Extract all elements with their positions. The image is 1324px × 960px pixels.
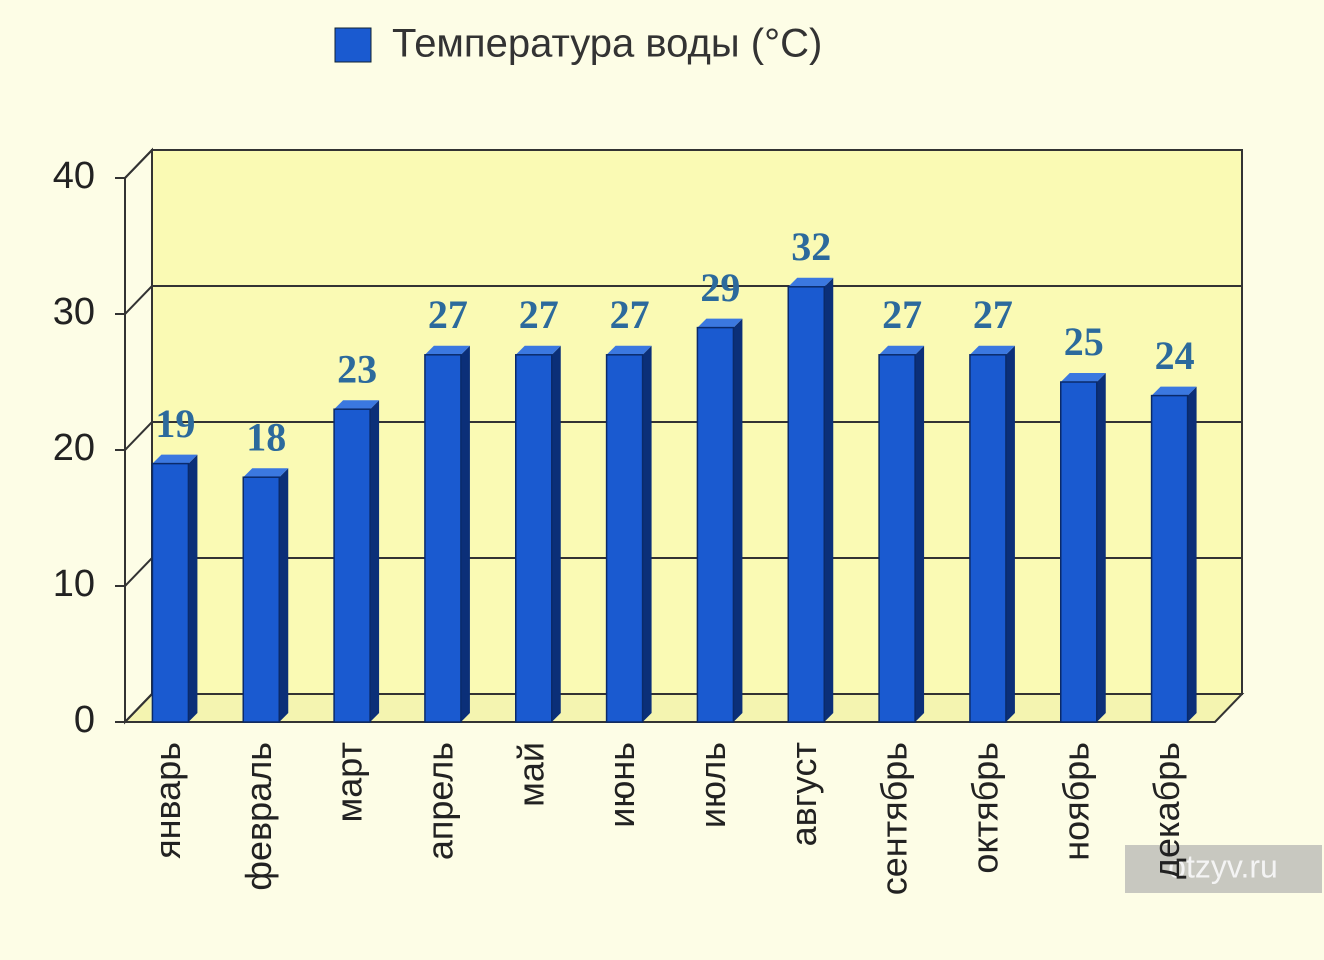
bar <box>969 345 1015 723</box>
legend-swatch <box>334 27 372 63</box>
bar-side <box>915 345 925 722</box>
bar-front <box>787 286 825 723</box>
bar-front <box>242 476 280 723</box>
bar-front <box>333 408 371 723</box>
bar-top <box>334 400 380 410</box>
bar-side <box>188 454 198 722</box>
bar <box>1060 373 1106 723</box>
bar-front <box>696 326 735 723</box>
grid-line <box>124 149 1242 179</box>
bar-front <box>515 354 553 723</box>
bar-front <box>151 462 190 723</box>
x-tick-label: февраль <box>238 742 279 891</box>
bar-side <box>1005 345 1015 722</box>
value-label: 27 <box>428 292 468 337</box>
x-tick-label: октябрь <box>964 742 1005 874</box>
value-label: 27 <box>882 292 922 337</box>
bar <box>424 345 470 723</box>
value-label: 32 <box>791 224 831 269</box>
bar-front <box>424 354 462 723</box>
y-tick-label: 40 <box>53 155 95 197</box>
bar-top <box>1060 373 1106 382</box>
bar <box>515 345 561 723</box>
bar-side <box>460 345 470 722</box>
bar-top <box>606 345 652 355</box>
value-label: 18 <box>246 414 286 459</box>
bar-top <box>152 454 198 464</box>
legend-label: Температура воды (°C) <box>392 22 822 66</box>
bar-top <box>788 277 834 287</box>
y-tick-label: 30 <box>53 291 95 333</box>
value-label: 25 <box>1064 319 1104 364</box>
bar-side <box>642 345 652 722</box>
x-tick-label: август <box>783 742 824 846</box>
x-tick-label: январь <box>147 742 188 859</box>
watermark: otzyv.ru <box>1168 848 1278 884</box>
x-tick-label: июнь <box>601 742 642 828</box>
x-tick-label: июль <box>692 742 733 828</box>
bar-front <box>605 354 644 723</box>
y-tick-label: 20 <box>53 427 95 469</box>
value-label: 24 <box>1155 333 1195 378</box>
bar-side <box>1096 373 1106 722</box>
bar-top <box>879 345 925 355</box>
bar-top <box>969 345 1015 355</box>
bar-top <box>1151 386 1197 396</box>
grid-line <box>124 285 1242 315</box>
value-label: 19 <box>155 401 195 446</box>
bar-front <box>969 354 1007 723</box>
y-tick-label: 10 <box>53 563 95 605</box>
bar-front <box>1150 394 1189 723</box>
bar-top <box>243 468 289 478</box>
bar-side <box>733 318 743 722</box>
bar <box>696 318 743 723</box>
bar-top <box>424 345 470 355</box>
bar <box>878 345 925 723</box>
value-label: 29 <box>700 265 740 310</box>
x-tick-label: май <box>510 742 551 807</box>
x-tick-label: март <box>329 742 370 823</box>
bar-side <box>824 277 834 722</box>
value-label: 23 <box>337 346 377 391</box>
bar <box>605 345 652 723</box>
value-label: 27 <box>973 292 1013 337</box>
bar-side <box>1187 386 1197 722</box>
bar-side <box>370 400 380 722</box>
bar-front <box>1060 381 1098 723</box>
watermark-box <box>1125 845 1322 893</box>
bar <box>151 454 198 723</box>
x-tick-label: апрель <box>419 742 460 860</box>
x-tick-label: ноябрь <box>1055 742 1096 861</box>
bar <box>787 277 834 723</box>
bar-side <box>551 345 561 722</box>
value-label: 27 <box>519 292 559 337</box>
bar <box>1150 386 1197 723</box>
bar <box>333 400 380 723</box>
bar-front <box>878 354 916 723</box>
bar-side <box>279 468 289 722</box>
y-tick-label: 0 <box>74 699 95 741</box>
bar-top <box>515 345 561 355</box>
x-tick-label: декабрь <box>1146 742 1187 879</box>
bar <box>242 468 289 723</box>
bar-top <box>697 318 743 328</box>
x-tick-label: сентябрь <box>874 742 915 895</box>
value-label: 27 <box>610 292 650 337</box>
